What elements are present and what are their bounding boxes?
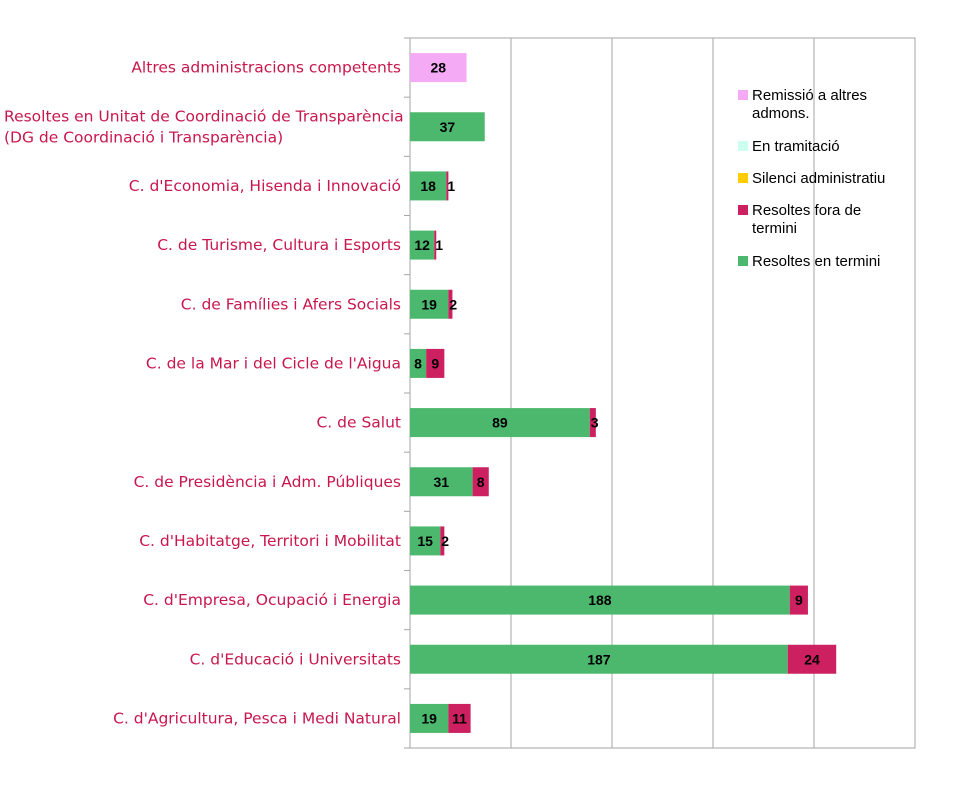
legend-swatch	[738, 173, 748, 183]
data-label: 89	[492, 415, 508, 431]
data-label: 1	[435, 237, 443, 253]
bar-segment	[448, 289, 453, 319]
bar-segment	[410, 585, 790, 615]
data-label: 24	[804, 651, 820, 667]
data-label: 18	[420, 178, 436, 194]
data-label: 19	[421, 710, 437, 726]
bar-segment	[472, 467, 489, 497]
data-label: 188	[588, 592, 612, 608]
bar-segment	[440, 526, 445, 556]
legend-entry: Resoltes en termini	[752, 253, 880, 270]
legend-entry: Remissió a altres admons.	[752, 87, 867, 122]
data-label: 8	[477, 474, 485, 490]
category-label: C. de Turisme, Cultura i Esports	[157, 236, 401, 254]
data-label: 15	[417, 533, 433, 549]
data-label: 9	[431, 355, 439, 371]
legend-swatch	[738, 90, 748, 100]
data-label: 19	[421, 296, 437, 312]
category-label: C. d'Habitatge, Territori i Mobilitat	[139, 532, 401, 550]
data-label: 3	[591, 415, 599, 431]
data-label: 11	[452, 710, 467, 726]
data-label: 12	[414, 237, 430, 253]
data-label: 9	[795, 592, 803, 608]
legend-entry: Silenci administratiu	[752, 170, 885, 187]
data-label: 2	[441, 533, 449, 549]
category-label: C. d'Economia, Hisenda i Innovació	[129, 177, 401, 195]
bar-segment	[426, 348, 445, 378]
bar-segment	[589, 408, 596, 438]
legend: Remissió a altres admons. En tramitació Sil…	[738, 87, 885, 270]
legend-swatch	[738, 205, 748, 215]
bar-segment	[410, 112, 485, 142]
bar-segment	[446, 171, 449, 201]
bar-segment	[410, 703, 449, 733]
bar-segment	[410, 230, 435, 260]
bar-segment	[434, 230, 437, 260]
category-label: C. d'Empresa, Ocupació i Energia	[143, 591, 401, 609]
data-label: 2	[449, 296, 457, 312]
legend-swatch	[738, 141, 748, 151]
category-label: Resoltes en Unitat de Coordinació de Tra…	[4, 107, 404, 146]
bars	[410, 53, 837, 733]
category-labels: Altres administracions competents Resolte…	[4, 59, 404, 728]
bar-segment	[410, 644, 788, 674]
category-label: Altres administracions competents	[131, 59, 401, 77]
data-label: 187	[587, 651, 611, 667]
data-label: 8	[414, 355, 422, 371]
bar-segment	[410, 467, 473, 497]
category-label: C. de Famílies i Afers Socials	[181, 295, 401, 313]
bar-segment	[789, 585, 808, 615]
bar-segment	[410, 348, 427, 378]
bar-segment	[448, 703, 471, 733]
bar-segment	[410, 526, 441, 556]
bar-segment	[410, 53, 467, 83]
data-label: 28	[430, 60, 446, 76]
legend-entry: Resoltes fora de termini	[752, 202, 861, 237]
gridlines	[409, 37, 916, 749]
bar-segment	[410, 289, 449, 319]
data-label: 37	[440, 119, 456, 135]
bar-segment	[787, 644, 837, 674]
legend-swatch	[738, 256, 748, 266]
category-label: C. d'Agricultura, Pesca i Medi Natural	[113, 709, 401, 727]
data-label: 31	[434, 474, 450, 490]
category-label: C. de Presidència i Adm. Públiques	[134, 473, 401, 491]
category-label: C. de Salut	[316, 414, 401, 432]
category-label: C. d'Educació i Universitats	[190, 650, 401, 668]
category-axis-ticks	[404, 37, 410, 749]
data-label: 1	[447, 178, 455, 194]
category-label: C. de la Mar i del Cicle de l'Aigua	[146, 354, 401, 372]
bar-segment	[410, 171, 447, 201]
bar-segment	[410, 408, 590, 438]
legend-entry: En tramitació	[752, 138, 840, 155]
